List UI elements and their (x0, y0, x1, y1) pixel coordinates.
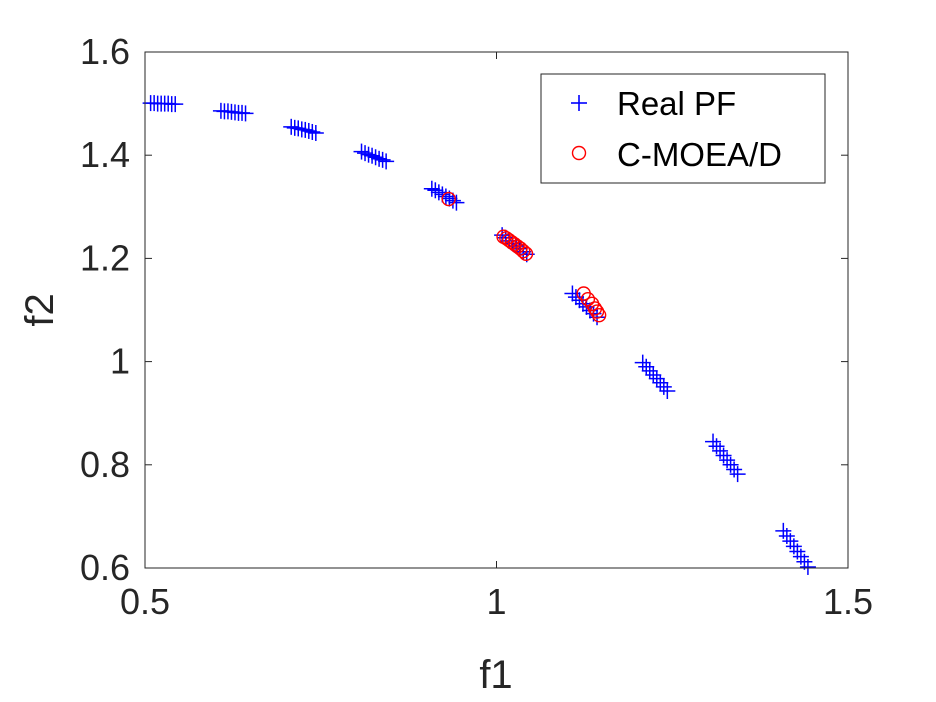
data-point-circle (441, 191, 456, 207)
axis-ticks (144, 51, 849, 569)
data-point-plus (655, 378, 672, 395)
data-point-plus (353, 143, 370, 160)
y-tick-label: 1.2 (80, 237, 130, 278)
data-point-plus (799, 558, 816, 575)
data-point-circle (591, 307, 607, 323)
data-point-plus (430, 184, 447, 201)
data-point-plus (378, 153, 395, 170)
data-point-plus (307, 125, 324, 142)
data-point-plus (589, 309, 606, 326)
data-point-plus (634, 354, 651, 371)
y-tick-label: 1.4 (80, 134, 130, 175)
data-point-plus (444, 192, 461, 209)
data-point-plus (300, 122, 317, 139)
data-point-plus (304, 123, 321, 140)
y-tick-label: 1 (110, 341, 130, 382)
data-point-plus (374, 151, 391, 168)
data-point-plus (648, 370, 665, 387)
y-tick-label: 0.6 (80, 547, 130, 588)
data-point-plus (364, 147, 381, 164)
data-point-plus (360, 146, 377, 163)
data-point-plus (367, 149, 384, 166)
data-marks (142, 95, 816, 575)
x-tick-label: 1 (486, 581, 506, 622)
data-point-plus (638, 358, 655, 375)
legend-label-c-moead: C-MOEA/D (617, 136, 782, 173)
data-point-plus (448, 194, 465, 211)
data-point-plus (357, 145, 374, 162)
data-point-plus (641, 362, 658, 379)
y-tick-label: 0.8 (80, 444, 130, 485)
data-point-plus (427, 182, 444, 199)
legend-label-real-pf: Real PF (617, 85, 736, 122)
legend-marker-real-pf (571, 95, 587, 111)
data-point-plus (652, 374, 669, 391)
y-axis-label: f2 (18, 293, 62, 326)
data-point-plus (297, 121, 314, 138)
tick-labels: 0.5 1 1.5 0.6 0.8 1 1.2 1.4 1.6 (80, 31, 873, 622)
data-point-circle (518, 246, 534, 261)
data-point-plus (437, 188, 454, 205)
data-point-plus (371, 150, 388, 167)
data-point-plus (283, 118, 300, 135)
data-point-circle (589, 304, 605, 319)
data-point-plus (290, 120, 307, 137)
data-point-circle (516, 243, 531, 259)
x-tick-label: 1.5 (823, 581, 873, 622)
x-axis-label: f1 (479, 653, 512, 697)
data-point-plus (659, 383, 676, 400)
legend-marker-c-moead (571, 145, 587, 161)
data-point-plus (729, 466, 746, 483)
data-point-plus (237, 105, 254, 122)
data-point-plus (167, 96, 184, 113)
legend: Real PF C-MOEA/D (540, 73, 826, 184)
x-tick-label: 0.5 (120, 581, 170, 622)
series-real-pf (142, 95, 816, 575)
series-c-moea-d (441, 191, 607, 323)
data-point-plus (645, 367, 662, 384)
legend-box (540, 73, 826, 184)
data-point-plus (423, 180, 440, 197)
y-tick-label: 1.6 (80, 31, 130, 72)
data-point-circle (513, 241, 528, 256)
data-point-circle (580, 291, 596, 307)
